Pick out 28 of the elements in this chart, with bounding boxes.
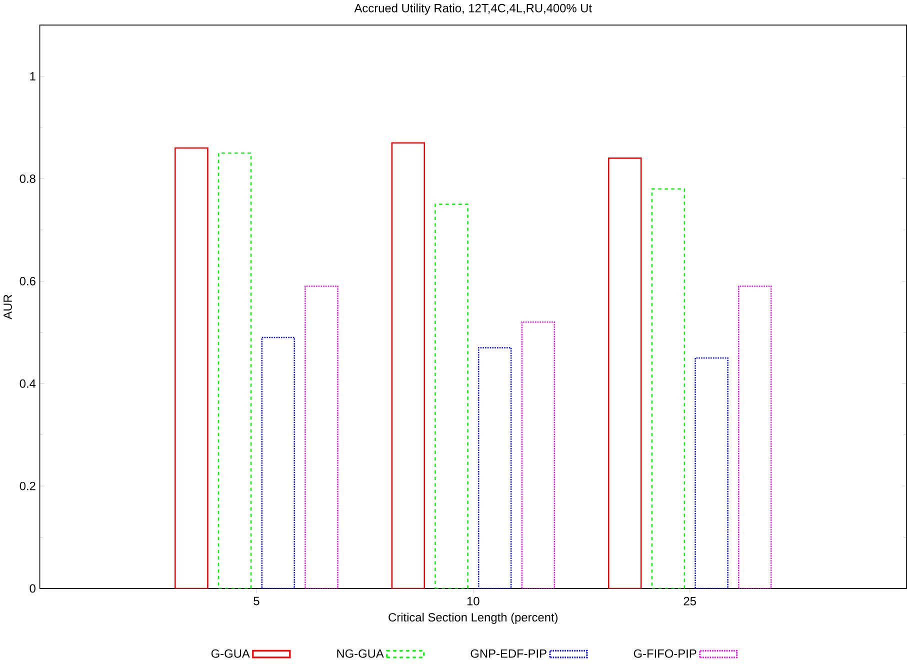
legend-label: NG-GUA: [337, 650, 384, 658]
bar: [261, 337, 296, 589]
bar: [608, 158, 642, 589]
bar: [694, 357, 728, 589]
x-axis-title: Critical Section Length (percent): [388, 612, 558, 624]
x-tick-label: 5: [254, 597, 260, 606]
bar: [651, 188, 686, 589]
y-tick-label: 1: [30, 72, 36, 81]
y-tick-label: 0.8: [20, 174, 36, 184]
y-tick-label: 0.6: [20, 277, 36, 286]
y-tick-label: 0.4: [20, 380, 36, 388]
y-tick-label: 0.2: [20, 482, 36, 490]
bar: [304, 286, 338, 589]
bar: [391, 142, 426, 589]
y-tick-label: 0: [30, 584, 36, 593]
bar: [478, 347, 512, 589]
legend-label: GNP-EDF-PIP: [470, 650, 546, 658]
bar: [738, 286, 772, 589]
chart-title: Accrued Utility Ratio, 12T,4C,4L,RU,400% Ut: [354, 4, 592, 15]
legend-label: G-GUA: [211, 650, 250, 658]
x-tick-label: 10: [467, 597, 480, 606]
bar: [174, 147, 208, 589]
bar: [218, 152, 252, 589]
legend-label: G-FIFO-PIP: [634, 650, 696, 658]
x-tick-label: 25: [684, 597, 696, 606]
bar: [521, 322, 556, 589]
bar: [434, 204, 468, 589]
y-axis-title: AUR: [4, 294, 12, 320]
